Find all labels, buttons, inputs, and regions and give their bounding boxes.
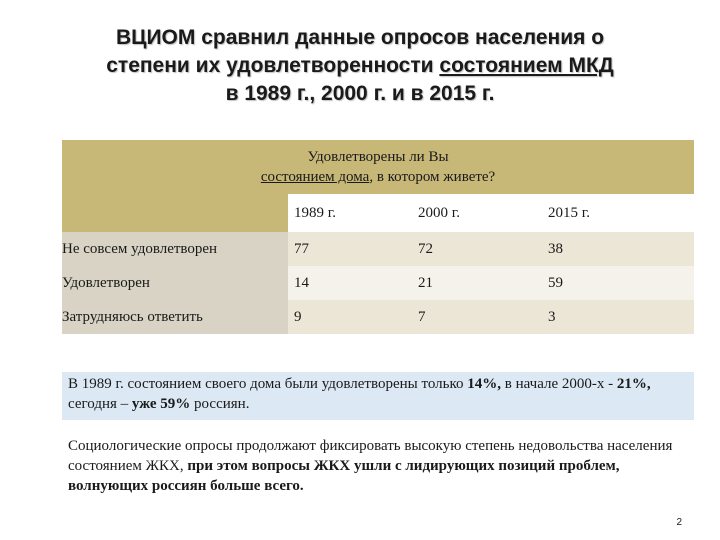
page-number: 2: [676, 517, 682, 528]
summary-box: В 1989 г. состоянием своего дома были уд…: [62, 372, 694, 420]
year-header: 1989 г.: [288, 194, 412, 232]
table-cell: 7: [412, 300, 542, 334]
table-cell: 3: [542, 300, 695, 334]
year-header-row: 1989 г. 2000 г. 2015 г.: [62, 194, 695, 232]
slide-title: ВЦИОМ сравнил данные опросов населения о…: [40, 24, 680, 108]
question-row: Удовлетворены ли Вы состоянием дома, в к…: [62, 140, 695, 194]
table-cell: 59: [542, 266, 695, 300]
summary-text: В 1989 г. состоянием своего дома были уд…: [68, 376, 651, 412]
row-label: Затрудняюсь ответить: [62, 300, 288, 334]
title-line-1: ВЦИОМ сравнил данные опросов населения о: [115, 26, 605, 49]
conclusion-paragraph: Социологические опросы продолжают фиксир…: [68, 438, 673, 494]
table-cell: 38: [542, 232, 695, 266]
title-underlined-phrase: состоянием МКД: [439, 54, 614, 77]
header-corner: [62, 194, 288, 232]
table-row: Затрудняюсь ответить 9 7 3: [62, 300, 695, 334]
survey-table: Удовлетворены ли Вы состоянием дома, в к…: [62, 140, 695, 334]
year-header: 2000 г.: [412, 194, 542, 232]
table-cell: 21: [412, 266, 542, 300]
table-cell: 77: [288, 232, 412, 266]
survey-question: Удовлетворены ли Вы состоянием дома, в к…: [62, 140, 695, 194]
table-row: Удовлетворен 14 21 59: [62, 266, 695, 300]
table-cell: 9: [288, 300, 412, 334]
year-header: 2015 г.: [542, 194, 695, 232]
table-row: Не совсем удовлетворен 77 72 38: [62, 232, 695, 266]
table-cell: 14: [288, 266, 412, 300]
title-line-3: в 1989 г., 2000 г. и в 2015 г.: [225, 82, 495, 105]
row-label: Удовлетворен: [62, 266, 288, 300]
row-label: Не совсем удовлетворен: [62, 232, 288, 266]
title-line-2: степени их удовлетворенности: [106, 54, 440, 77]
table-cell: 72: [412, 232, 542, 266]
